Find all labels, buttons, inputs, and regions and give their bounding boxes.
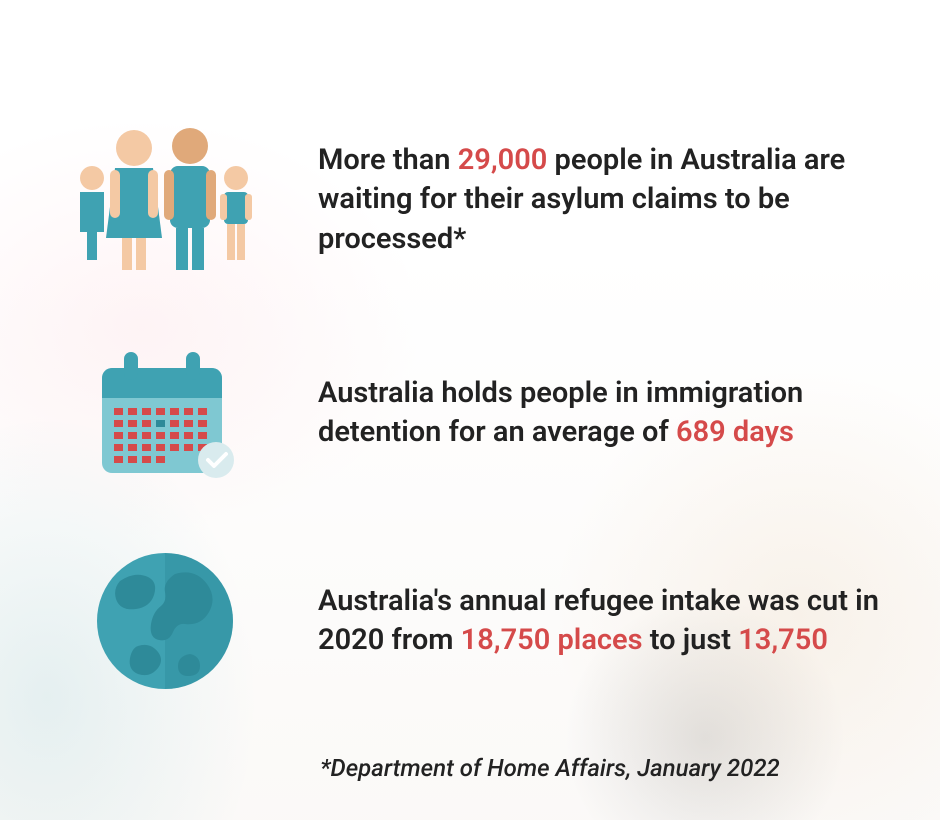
- stat-fragment: More than: [318, 143, 458, 177]
- stat-row: Australia's annual refugee intake was cu…: [60, 546, 880, 696]
- stat-highlight: 689 days: [676, 415, 794, 449]
- stat-fragment: to just: [643, 623, 739, 657]
- stat-row: More than 29,000 people in Australia are…: [60, 120, 880, 280]
- globe-icon: [60, 546, 270, 696]
- stat-highlight: 18,750 places: [461, 623, 643, 657]
- family-icon: [60, 120, 270, 280]
- footnote: *Department of Home Affairs, January 202…: [60, 754, 880, 782]
- stat-highlight: 29,000: [458, 143, 548, 177]
- infographic-content: More than 29,000 people in Australia are…: [0, 0, 940, 820]
- calendar-icon: [60, 338, 270, 488]
- stat-row: Australia holds people in immigration de…: [60, 338, 880, 488]
- stat-highlight: 13,750: [738, 623, 828, 657]
- stat-text: More than 29,000 people in Australia are…: [318, 141, 880, 258]
- stat-text: Australia's annual refugee intake was cu…: [318, 582, 880, 660]
- stat-text: Australia holds people in immigration de…: [318, 374, 880, 452]
